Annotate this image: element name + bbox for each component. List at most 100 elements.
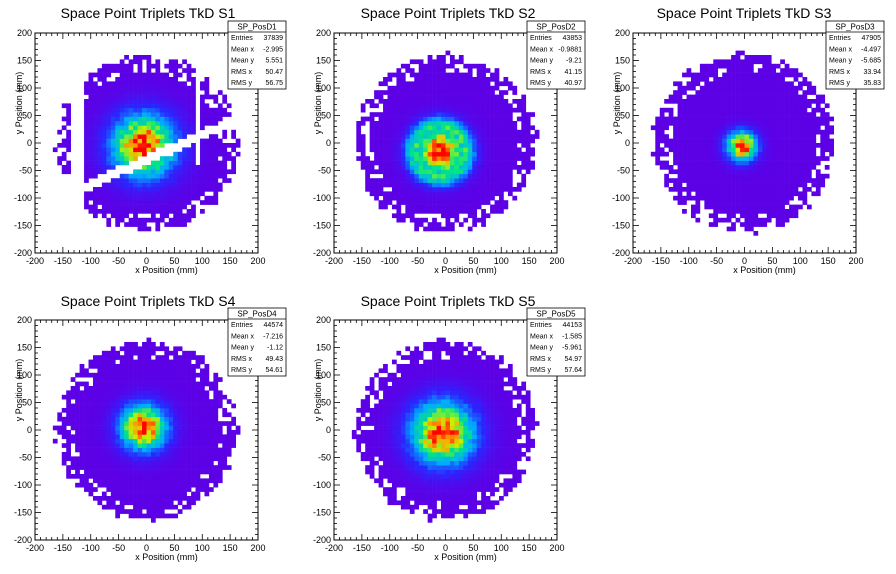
histogram-bin <box>119 434 125 440</box>
histogram-bin <box>164 364 170 369</box>
histogram-bin <box>155 195 161 201</box>
histogram-bin <box>164 134 170 139</box>
histogram-bin <box>748 94 754 100</box>
histogram-bin <box>449 138 455 144</box>
histogram-bin <box>445 156 451 161</box>
histogram-bin <box>668 121 674 126</box>
histogram-bin <box>784 178 790 183</box>
histogram-bin <box>472 147 478 153</box>
histogram-bin <box>137 434 143 440</box>
histogram-bin <box>88 160 94 166</box>
histogram-bin <box>427 182 433 188</box>
histogram-bin <box>369 160 375 166</box>
histogram-bin <box>97 368 103 374</box>
histogram-bin <box>753 187 759 192</box>
histogram-bin <box>806 147 812 153</box>
histogram-bin <box>115 482 121 488</box>
histogram-bin <box>740 213 745 219</box>
histogram-bin <box>427 195 433 201</box>
histogram-bin <box>762 165 768 170</box>
histogram-bin <box>177 200 183 205</box>
histogram-bin <box>458 151 464 157</box>
histogram-bin <box>226 103 232 109</box>
histogram-bin <box>748 204 754 210</box>
stats-histogram-name: SP_PosD2 <box>536 23 576 32</box>
histogram-bin <box>88 116 94 122</box>
histogram-bin <box>423 143 428 148</box>
histogram-bin <box>168 438 174 444</box>
histogram-bin <box>119 187 125 192</box>
histogram-bin <box>802 129 808 135</box>
histogram-bin <box>753 191 759 197</box>
histogram-bin <box>137 134 143 139</box>
histogram-bin <box>789 99 794 104</box>
histogram-bin <box>824 121 830 126</box>
histogram-bin <box>106 425 112 431</box>
histogram-bin <box>485 85 491 91</box>
histogram-bin <box>142 408 147 413</box>
histogram-bin <box>137 368 143 374</box>
histogram-bin <box>449 134 455 139</box>
histogram-bin <box>92 81 98 87</box>
histogram-bin <box>159 178 165 183</box>
histogram-bin <box>400 116 406 122</box>
histogram-bin <box>784 187 790 192</box>
histogram-bin <box>84 372 89 378</box>
histogram-bin <box>789 147 794 153</box>
histogram-bin <box>713 112 719 117</box>
histogram-bin <box>208 421 214 426</box>
histogram-bin <box>441 160 446 166</box>
x-tick-label: 0 <box>144 256 149 266</box>
histogram-bin <box>164 156 170 161</box>
histogram-bin <box>757 112 763 117</box>
histogram-bin <box>472 63 478 69</box>
histogram-bin <box>110 469 116 475</box>
histogram-bin <box>490 116 495 122</box>
stats-value: 33.94 <box>863 69 881 76</box>
histogram-bin <box>173 156 179 161</box>
histogram-bin <box>124 390 129 396</box>
histogram-bin <box>744 151 750 157</box>
histogram-bin <box>463 94 469 100</box>
histogram-bin <box>521 99 527 104</box>
histogram-bin <box>476 112 482 117</box>
histogram-bin <box>409 72 415 78</box>
histogram-bin <box>494 165 500 170</box>
histogram-bin <box>463 169 469 175</box>
histogram-bin <box>137 359 143 365</box>
histogram-bin <box>177 187 183 192</box>
histogram-bin <box>806 165 812 170</box>
histogram-bin <box>690 173 696 179</box>
histogram-bin <box>802 200 808 205</box>
histogram-bin <box>146 443 152 448</box>
histogram-bin <box>133 478 138 484</box>
histogram-bin <box>789 134 794 139</box>
histogram-bin <box>432 204 437 210</box>
histogram-bin <box>798 165 803 170</box>
histogram-bin <box>150 112 156 117</box>
histogram-bin <box>731 107 736 113</box>
histogram-bin <box>92 204 98 210</box>
histogram-bin <box>222 160 228 166</box>
histogram-bin <box>222 178 228 183</box>
histogram-bin <box>445 138 451 144</box>
histogram-bin <box>391 191 397 197</box>
histogram-bin <box>525 134 531 139</box>
histogram-bin <box>731 200 736 205</box>
histogram-bin <box>400 72 406 78</box>
histogram-bin <box>110 143 116 148</box>
histogram-bin <box>195 416 201 422</box>
histogram-bin <box>476 204 482 210</box>
histogram-bin <box>521 94 527 100</box>
histogram-bin <box>177 399 183 404</box>
histogram-bin <box>726 59 732 65</box>
histogram-bin <box>722 72 727 78</box>
histogram-bin <box>159 169 165 175</box>
histogram-bin <box>213 143 219 148</box>
histogram-bin <box>378 187 384 192</box>
histogram-bin <box>463 116 469 122</box>
histogram-bin <box>106 121 112 126</box>
histogram-bin <box>441 125 446 131</box>
histogram-bin <box>168 85 174 91</box>
histogram-bin <box>798 125 803 131</box>
